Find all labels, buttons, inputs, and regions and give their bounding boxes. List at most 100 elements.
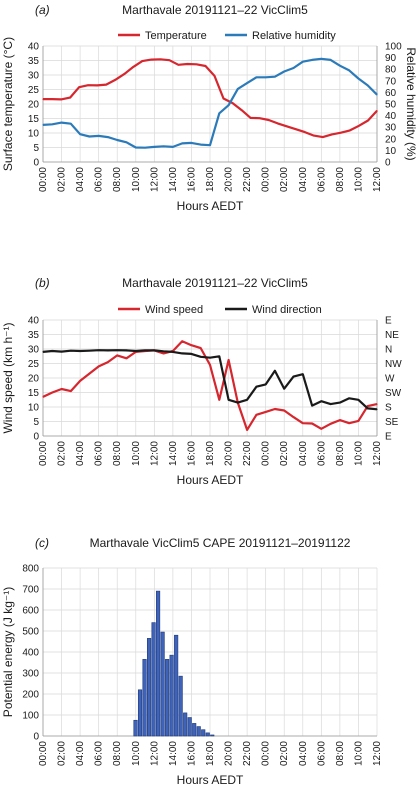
- x-tick-label: 08:00: [335, 441, 346, 466]
- data-point: [255, 414, 257, 416]
- data-point: [322, 136, 324, 138]
- x-tick-label: 06:00: [94, 441, 105, 466]
- y2-tick-label: NE: [385, 330, 399, 341]
- data-point: [144, 147, 146, 149]
- y-tick-label: 400: [22, 648, 39, 659]
- data-point: [302, 373, 304, 375]
- x-tick-label: 08:00: [112, 441, 123, 466]
- y-tick-label: 35: [28, 56, 40, 67]
- x-tick-label: 16:00: [186, 441, 197, 466]
- data-point: [218, 112, 220, 114]
- data-point: [246, 399, 248, 401]
- data-point: [367, 407, 369, 409]
- y-tick-label: 20: [28, 374, 40, 385]
- data-point: [357, 77, 359, 80]
- data-point: [107, 361, 109, 363]
- data-point: [330, 59, 332, 61]
- data-point: [339, 65, 341, 67]
- data-point: [98, 365, 100, 367]
- x-tick-label: 00:00: [38, 167, 49, 192]
- chart-title: Marthavale 20191121–22 VicClim5: [122, 3, 308, 17]
- bar: [205, 732, 210, 737]
- data-point: [348, 69, 350, 71]
- data-point: [246, 82, 248, 84]
- y-tick-label: 0: [33, 158, 39, 169]
- data-point: [209, 364, 211, 366]
- x-tick-label: 00:00: [261, 741, 272, 766]
- y2-tick-label: 40: [385, 111, 397, 122]
- data-point: [237, 88, 239, 90]
- x-tick-label: 22:00: [242, 741, 253, 766]
- y2-tick-label: NW: [385, 359, 402, 370]
- data-point: [376, 403, 378, 405]
- data-point: [70, 123, 72, 125]
- data-point: [286, 125, 288, 127]
- x-tick-label: 00:00: [261, 441, 272, 466]
- data-point: [274, 76, 276, 78]
- x-tick-label: 10:00: [131, 741, 142, 766]
- data-point: [42, 351, 44, 353]
- data-point: [153, 349, 155, 351]
- bar: [183, 712, 188, 737]
- data-point: [349, 129, 351, 131]
- x-axis-label: Hours AEDT: [177, 773, 244, 787]
- data-point: [88, 373, 90, 375]
- x-tick-label: 10:00: [353, 441, 364, 466]
- data-point: [200, 356, 202, 358]
- x-tick-label: 04:00: [298, 167, 309, 192]
- y-tick-label: 5: [33, 143, 39, 154]
- data-point: [60, 98, 62, 100]
- y-tick-label: 15: [28, 388, 40, 399]
- y-tick-label: 30: [28, 345, 40, 356]
- y2-axis-label: Relative humidity (%): [404, 47, 416, 160]
- data-point: [163, 352, 165, 354]
- data-point: [241, 109, 243, 111]
- y2-tick-label: 50: [385, 100, 397, 111]
- data-point: [283, 388, 285, 390]
- x-tick-label: 08:00: [112, 741, 123, 766]
- x-tick-label: 16:00: [186, 167, 197, 192]
- x-tick-label: 06:00: [316, 167, 327, 192]
- data-point: [376, 110, 378, 112]
- data-point: [302, 61, 304, 63]
- x-tick-label: 04:00: [75, 167, 86, 192]
- y2-tick-label: 10: [385, 146, 397, 157]
- x-tick-label: 12:00: [372, 441, 383, 466]
- data-point: [125, 357, 128, 359]
- x-tick-label: 02:00: [57, 741, 68, 766]
- data-point: [277, 122, 279, 124]
- x-tick-label: 18:00: [205, 741, 216, 766]
- x-tick-label: 18:00: [205, 441, 216, 466]
- data-point: [79, 380, 81, 382]
- x-tick-label: 00:00: [261, 167, 272, 192]
- y2-tick-label: 70: [385, 76, 397, 87]
- y2-tick-label: 80: [385, 65, 397, 76]
- legend-label: Wind direction: [252, 304, 322, 316]
- data-point: [265, 76, 267, 78]
- data-point: [51, 391, 53, 394]
- bar: [137, 689, 143, 737]
- x-tick-label: 04:00: [298, 441, 309, 466]
- x-axis-label: Hours AEDT: [177, 473, 244, 487]
- y-tick-label: 500: [22, 627, 39, 638]
- bar: [156, 590, 161, 737]
- bar: [165, 659, 170, 737]
- bar: [192, 723, 197, 737]
- x-tick-label: 04:00: [75, 741, 86, 766]
- y-tick-label: 15: [28, 114, 40, 125]
- data-point: [311, 422, 313, 425]
- data-point: [320, 58, 322, 60]
- data-point: [88, 135, 90, 138]
- data-point: [190, 142, 192, 144]
- x-tick-label: 22:00: [242, 441, 253, 466]
- data-point: [79, 350, 81, 352]
- data-point: [204, 65, 207, 67]
- y-tick-label: 100: [22, 711, 39, 722]
- x-tick-label: 02:00: [57, 167, 68, 192]
- x-tick-label: 08:00: [112, 167, 123, 192]
- data-point: [116, 139, 118, 141]
- y2-tick-label: N: [385, 345, 392, 356]
- data-point: [228, 359, 230, 361]
- x-tick-label: 12:00: [149, 741, 160, 766]
